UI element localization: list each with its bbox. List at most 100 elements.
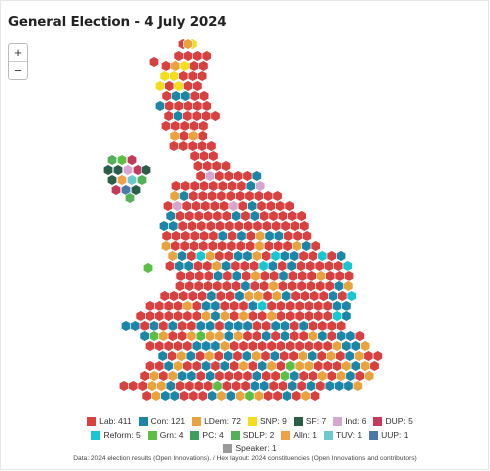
constituency-hex[interactable]	[308, 330, 319, 342]
constituency-hex[interactable]	[273, 240, 284, 252]
constituency-hex[interactable]	[243, 220, 254, 232]
constituency-hex[interactable]	[182, 300, 193, 312]
constituency-hex[interactable]	[195, 330, 206, 342]
constituency-hex[interactable]	[194, 270, 205, 282]
constituency-hex[interactable]	[173, 50, 184, 62]
constituency-hex[interactable]	[223, 250, 234, 262]
constituency-hex[interactable]	[269, 270, 280, 282]
constituency-hex[interactable]	[154, 310, 165, 322]
constituency-hex[interactable]	[127, 174, 137, 186]
constituency-hex[interactable]	[191, 110, 202, 122]
constituency-hex[interactable]	[211, 160, 222, 172]
constituency-hex[interactable]	[247, 200, 258, 212]
constituency-hex[interactable]	[234, 290, 245, 302]
constituency-hex[interactable]	[165, 260, 175, 272]
constituency-hex[interactable]	[137, 380, 148, 392]
constituency-hex[interactable]	[193, 380, 204, 392]
constituency-hex[interactable]	[189, 180, 200, 192]
constituency-hex[interactable]	[183, 50, 193, 62]
constituency-hex[interactable]	[217, 240, 228, 252]
constituency-hex[interactable]	[185, 350, 196, 362]
constituency-hex[interactable]	[183, 100, 193, 112]
constituency-hex[interactable]	[344, 270, 355, 282]
constituency-hex[interactable]	[206, 290, 217, 302]
constituency-hex[interactable]	[180, 230, 191, 242]
constituency-hex[interactable]	[240, 380, 251, 392]
constituency-hex[interactable]	[161, 230, 172, 242]
constituency-hex[interactable]	[294, 360, 305, 372]
constituency-hex[interactable]	[261, 320, 272, 332]
constituency-hex[interactable]	[199, 180, 209, 192]
constituency-hex[interactable]	[186, 330, 197, 342]
constituency-hex[interactable]	[252, 220, 263, 232]
constituency-hex[interactable]	[212, 380, 223, 392]
constituency-hex[interactable]	[221, 160, 231, 172]
constituency-hex[interactable]	[272, 190, 283, 202]
constituency-hex[interactable]	[341, 360, 352, 372]
constituency-hex[interactable]	[325, 270, 336, 282]
constituency-hex[interactable]	[141, 164, 151, 176]
constituency-hex[interactable]	[259, 380, 270, 392]
constituency-hex[interactable]	[206, 140, 217, 152]
constituency-hex[interactable]	[289, 250, 300, 262]
constituency-hex[interactable]	[224, 220, 235, 232]
constituency-hex[interactable]	[215, 290, 226, 302]
constituency-hex[interactable]	[169, 290, 179, 302]
constituency-hex[interactable]	[324, 280, 335, 292]
constituency-hex[interactable]	[154, 300, 165, 312]
constituency-hex[interactable]	[315, 280, 326, 292]
constituency-hex[interactable]	[242, 330, 253, 342]
constituency-hex[interactable]	[285, 300, 296, 312]
constituency-hex[interactable]	[253, 190, 264, 202]
constituency-hex[interactable]	[313, 340, 324, 352]
constituency-hex[interactable]	[208, 230, 219, 242]
constituency-hex[interactable]	[281, 290, 292, 302]
constituency-hex[interactable]	[177, 250, 187, 262]
constituency-hex[interactable]	[270, 320, 281, 332]
constituency-hex[interactable]	[213, 270, 224, 282]
constituency-hex[interactable]	[211, 260, 222, 272]
constituency-hex[interactable]	[305, 260, 316, 272]
constituency-hex[interactable]	[266, 300, 277, 312]
constituency-hex[interactable]	[205, 220, 216, 232]
constituency-hex[interactable]	[163, 360, 174, 372]
legend-item-dup[interactable]: DUP: 5	[373, 416, 413, 426]
constituency-hex[interactable]	[256, 200, 267, 212]
constituency-hex[interactable]	[210, 110, 221, 122]
constituency-hex[interactable]	[286, 260, 297, 272]
constituency-hex[interactable]	[247, 360, 258, 372]
constituency-hex[interactable]	[350, 340, 361, 352]
constituency-hex[interactable]	[225, 390, 236, 402]
constituency-hex[interactable]	[139, 330, 150, 342]
constituency-hex[interactable]	[203, 380, 214, 392]
constituency-hex[interactable]	[326, 330, 337, 342]
constituency-hex[interactable]	[266, 310, 277, 322]
constituency-hex[interactable]	[245, 230, 256, 242]
constituency-hex[interactable]	[169, 70, 179, 82]
constituency-hex[interactable]	[306, 380, 317, 392]
constituency-hex[interactable]	[197, 140, 207, 152]
constituency-hex[interactable]	[169, 390, 180, 402]
constituency-hex[interactable]	[360, 340, 371, 352]
constituency-hex[interactable]	[332, 310, 343, 322]
constituency-hex[interactable]	[247, 310, 258, 322]
constituency-hex[interactable]	[283, 230, 294, 242]
constituency-hex[interactable]	[281, 390, 292, 402]
constituency-hex[interactable]	[313, 300, 324, 312]
constituency-hex[interactable]	[201, 100, 212, 112]
constituency-hex[interactable]	[336, 250, 347, 262]
constituency-hex[interactable]	[137, 174, 147, 186]
constituency-hex[interactable]	[186, 370, 197, 382]
constituency-hex[interactable]	[189, 90, 200, 102]
constituency-hex[interactable]	[192, 80, 203, 92]
constituency-hex[interactable]	[247, 340, 258, 352]
constituency-hex[interactable]	[315, 270, 326, 282]
constituency-hex[interactable]	[195, 250, 206, 262]
constituency-hex[interactable]	[317, 330, 328, 342]
constituency-hex[interactable]	[119, 380, 129, 392]
legend-item-ldem[interactable]: LDem: 72	[192, 416, 241, 426]
constituency-hex[interactable]	[175, 270, 186, 282]
constituency-hex[interactable]	[171, 90, 181, 102]
constituency-hex[interactable]	[275, 300, 286, 312]
constituency-hex[interactable]	[247, 300, 258, 312]
